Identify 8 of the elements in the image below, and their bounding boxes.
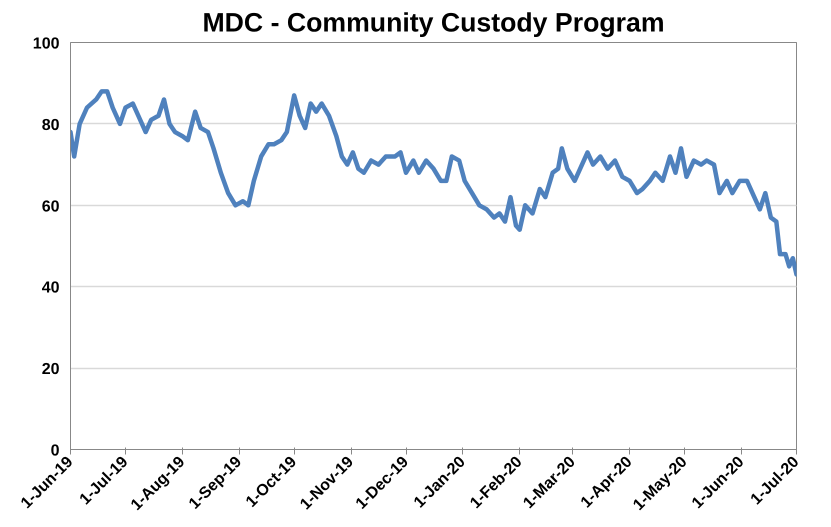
y-tick-label: 0 xyxy=(50,442,60,460)
y-tick-label: 60 xyxy=(42,198,60,216)
y-tick-label: 40 xyxy=(42,280,60,297)
y-tick-label: 100 xyxy=(32,36,60,52)
y-tick-label: 80 xyxy=(42,116,60,134)
line-series xyxy=(70,89,796,277)
chart-title: MDC - Community Custody Program xyxy=(202,8,665,38)
y-tick-label: 20 xyxy=(42,361,60,378)
